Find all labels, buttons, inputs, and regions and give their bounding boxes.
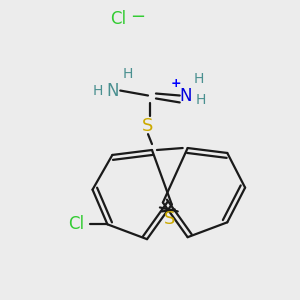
Text: H: H xyxy=(123,67,134,81)
Text: N: N xyxy=(106,82,118,100)
Text: Cl: Cl xyxy=(110,10,126,28)
Text: −: − xyxy=(130,8,146,26)
Text: S: S xyxy=(164,210,176,228)
Text: Cl: Cl xyxy=(68,215,84,233)
Text: S: S xyxy=(142,117,154,135)
Text: +: + xyxy=(170,77,181,90)
Text: H: H xyxy=(92,84,103,98)
Text: H: H xyxy=(195,94,206,107)
Text: H: H xyxy=(194,72,204,86)
Text: N: N xyxy=(179,86,192,104)
